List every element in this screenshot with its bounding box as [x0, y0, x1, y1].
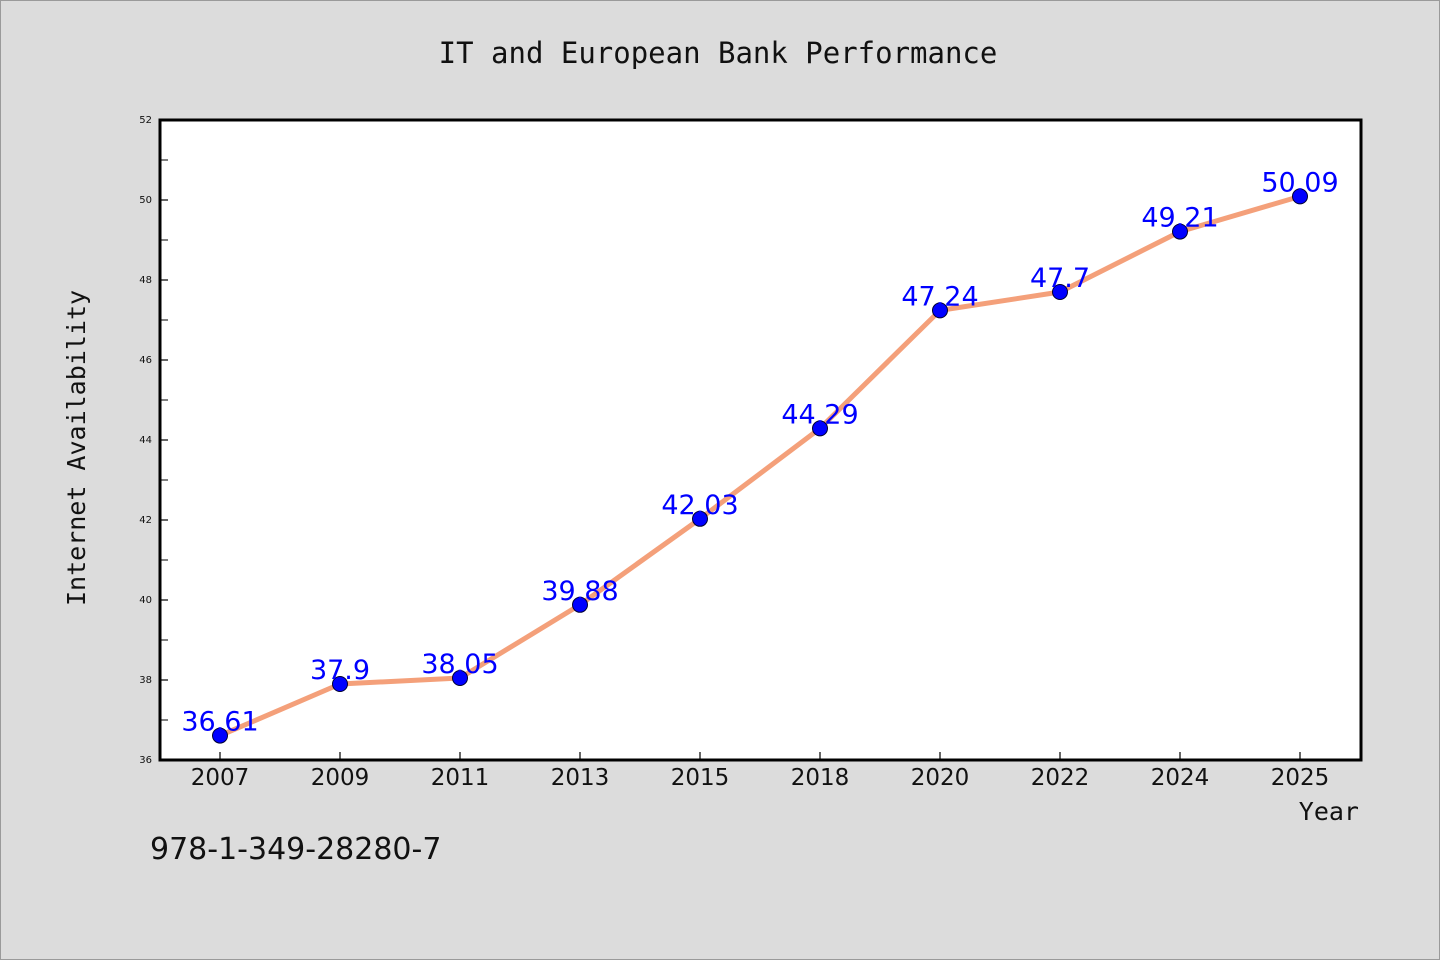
x-tick-label: 2025 — [1271, 765, 1330, 791]
x-tick-label: 2020 — [911, 765, 970, 791]
y-tick-label: 48 — [139, 275, 152, 286]
data-point — [572, 596, 588, 613]
data-point — [332, 676, 348, 692]
x-tick-label: 2018 — [791, 765, 850, 791]
data-label: 38.05 — [421, 649, 498, 680]
data-point — [812, 420, 828, 437]
y-tick-label: 36 — [139, 755, 152, 766]
x-tick-label: 2015 — [671, 765, 730, 791]
data-label: 47.24 — [901, 281, 978, 312]
x-axis: 2007 2009 2011 2013 2015 2018 2020 2022 2024 2025 — [191, 752, 1330, 791]
data-label: 44.29 — [781, 399, 858, 430]
y-axis: 36 38 40 42 44 46 48 50 52 — [139, 115, 168, 766]
series-markers — [212, 188, 1308, 744]
data-label: 37.9 — [310, 655, 370, 686]
isbn-text: 978-1-349-28280-7 — [150, 832, 442, 867]
data-point — [692, 510, 708, 527]
x-tick-label: 2022 — [1031, 765, 1090, 791]
data-point — [1052, 284, 1068, 300]
y-tick-label: 52 — [139, 115, 152, 126]
data-point — [1172, 223, 1188, 240]
data-labels: 36.61 37.9 38.05 39.88 42.03 44.29 47.24 47.7 49… — [181, 167, 1338, 737]
x-tick-label: 2013 — [551, 765, 610, 791]
data-point — [452, 670, 468, 686]
chart-title: IT and European Bank Performance — [439, 36, 998, 70]
data-label: 42.03 — [661, 490, 738, 521]
y-tick-label: 38 — [139, 675, 152, 686]
data-label: 47.7 — [1030, 263, 1090, 294]
x-tick-label: 2009 — [311, 765, 370, 791]
data-label: 39.88 — [541, 576, 618, 607]
data-label: 50.09 — [1261, 167, 1338, 198]
y-tick-label: 42 — [139, 515, 152, 526]
y-tick-label: 50 — [139, 195, 152, 206]
data-point — [1292, 188, 1308, 205]
x-axis-label: Year — [1299, 797, 1359, 826]
series-line — [217, 193, 1303, 739]
x-tick-label: 2011 — [431, 765, 490, 791]
y-tick-label: 46 — [139, 355, 152, 366]
x-tick-label: 2024 — [1151, 765, 1210, 791]
data-point — [932, 302, 948, 319]
data-label: 49.21 — [1141, 203, 1218, 234]
data-label: 36.61 — [181, 707, 258, 738]
x-tick-label: 2007 — [191, 765, 250, 791]
y-tick-label: 44 — [139, 435, 152, 446]
y-axis-label: Internet Availability — [62, 290, 91, 606]
data-point — [212, 727, 228, 744]
y-tick-label: 40 — [139, 595, 152, 606]
plot-area — [158, 118, 1363, 762]
